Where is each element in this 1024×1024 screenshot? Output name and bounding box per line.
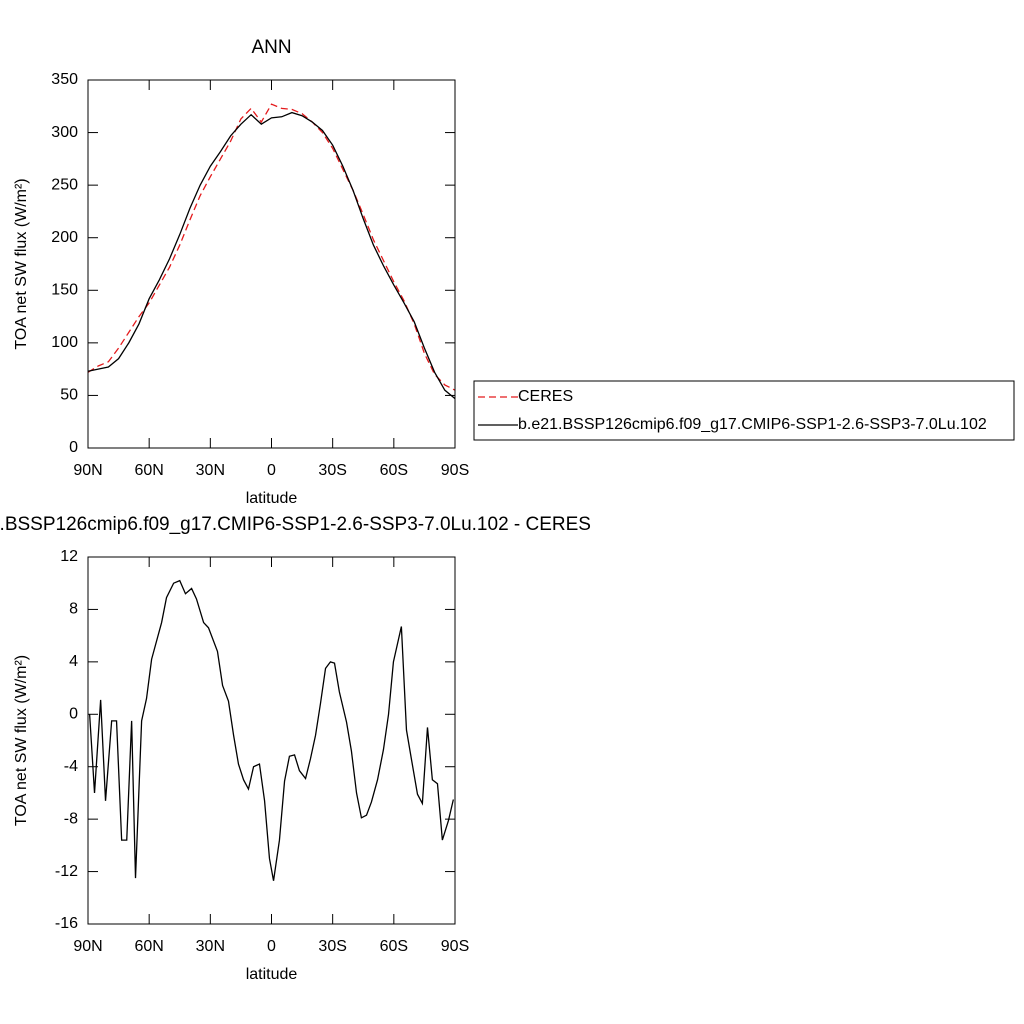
x-tick-label: 60S (380, 462, 408, 479)
y-axis-label: TOA net SW flux (W/m²) (13, 655, 30, 826)
x-axis-label: latitude (246, 490, 298, 507)
legend-label: CERES (518, 388, 573, 405)
y-tick-label: 8 (69, 601, 78, 618)
y-tick-label: 200 (51, 229, 78, 246)
data-line (87, 103, 456, 391)
data-line (87, 111, 456, 400)
x-tick-label: 0 (267, 938, 276, 955)
chart-title: ANN (251, 37, 291, 58)
x-tick-label: 60N (134, 938, 163, 955)
x-tick-label: 90S (441, 462, 469, 479)
y-tick-label: 250 (51, 176, 78, 193)
y-tick-label: 50 (60, 387, 78, 404)
y-tick-label: 150 (51, 282, 78, 299)
x-tick-label: 90S (441, 938, 469, 955)
y-tick-label: 300 (51, 124, 78, 141)
x-axis-label: latitude (246, 966, 298, 983)
y-tick-label: 350 (51, 71, 78, 88)
plot-frame (87, 556, 456, 925)
x-tick-label: 0 (267, 462, 276, 479)
y-tick-label: -4 (64, 758, 78, 775)
y-tick-label: 12 (60, 548, 78, 565)
y-tick-label: 4 (69, 653, 78, 670)
x-tick-label: 30N (196, 938, 225, 955)
y-tick-label: -12 (55, 863, 78, 880)
y-tick-label: -8 (64, 810, 78, 827)
y-tick-label: 100 (51, 334, 78, 351)
y-tick-label: 0 (69, 706, 78, 723)
legend-box (473, 380, 1015, 441)
y-axis-label: TOA net SW flux (W/m²) (13, 178, 30, 349)
x-tick-label: 60N (134, 462, 163, 479)
legend-label: b.e21.BSSP126cmip6.f09_g17.CMIP6-SSP1-2.… (518, 416, 987, 433)
plot-frame (87, 79, 456, 449)
y-tick-label: -16 (55, 915, 78, 932)
x-tick-label: 30S (318, 938, 346, 955)
x-tick-label: 60S (380, 938, 408, 955)
y-tick-label: 0 (69, 439, 78, 456)
x-tick-label: 90N (73, 462, 102, 479)
chart-title: b.e21.BSSP126cmip6.f09_g17.CMIP6-SSP1-2.… (0, 514, 591, 535)
data-line (88, 579, 455, 881)
x-tick-label: 90N (73, 938, 102, 955)
x-tick-label: 30N (196, 462, 225, 479)
x-tick-label: 30S (318, 462, 346, 479)
